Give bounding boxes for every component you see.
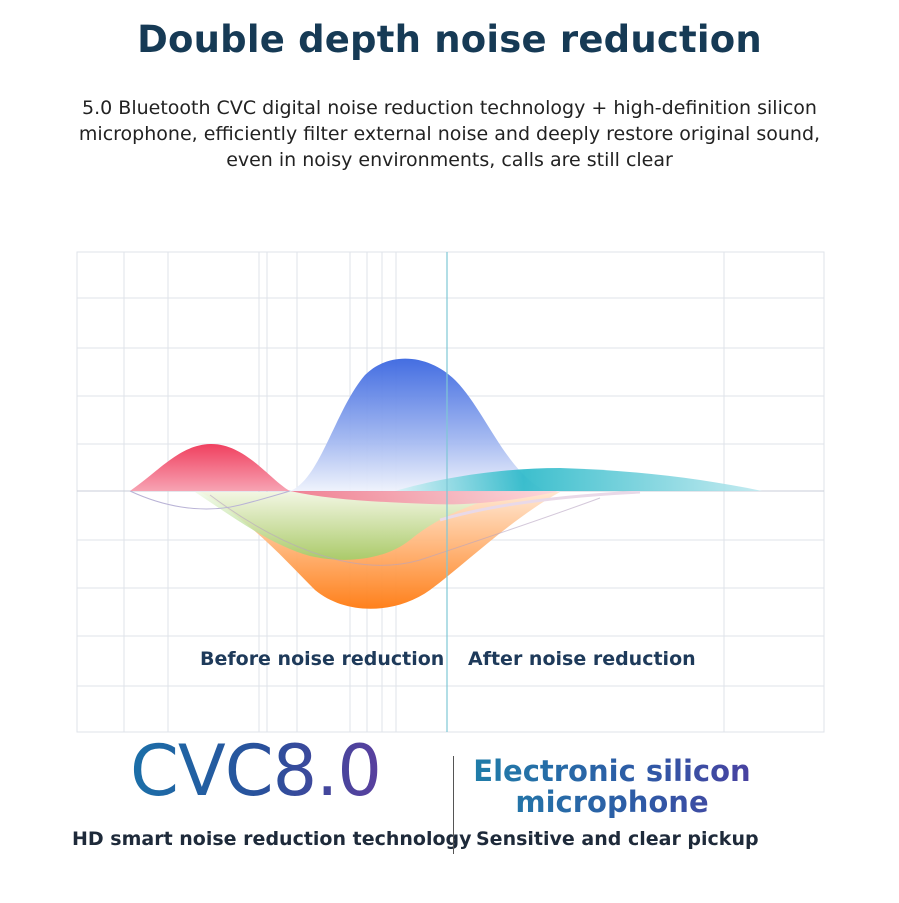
- microphone-title-line: Electronic silicon: [473, 754, 751, 788]
- cyan-wave: [395, 468, 762, 491]
- green-wave: [195, 492, 520, 560]
- trailing-curve: [439, 490, 641, 522]
- blue-wave: [290, 358, 545, 491]
- red-wave-tail: [129, 490, 291, 510]
- label-before: Before noise reduction: [200, 648, 445, 670]
- microphone-title-line: microphone: [515, 785, 709, 819]
- cvc-caption: HD smart noise reduction technology: [72, 828, 472, 850]
- description-line: microphone, efficiently filter external …: [78, 123, 821, 145]
- trailing-curve: [209, 494, 601, 566]
- description: 5.0 Bluetooth CVC digital noise reductio…: [40, 95, 859, 173]
- microphone-caption: Sensitive and clear pickup: [476, 828, 759, 850]
- description-line: 5.0 Bluetooth CVC digital noise reductio…: [82, 97, 817, 119]
- description-line: even in noisy environments, calls are st…: [226, 149, 673, 171]
- pink-wave: [290, 491, 560, 505]
- cvc-logo: CVC8.0: [130, 730, 382, 812]
- footer-divider: [453, 756, 454, 854]
- red-wave: [130, 443, 290, 491]
- page-title: Double depth noise reduction: [137, 18, 762, 61]
- label-after: After noise reduction: [468, 648, 696, 670]
- microphone-title: Electronic silicon microphone: [462, 756, 762, 818]
